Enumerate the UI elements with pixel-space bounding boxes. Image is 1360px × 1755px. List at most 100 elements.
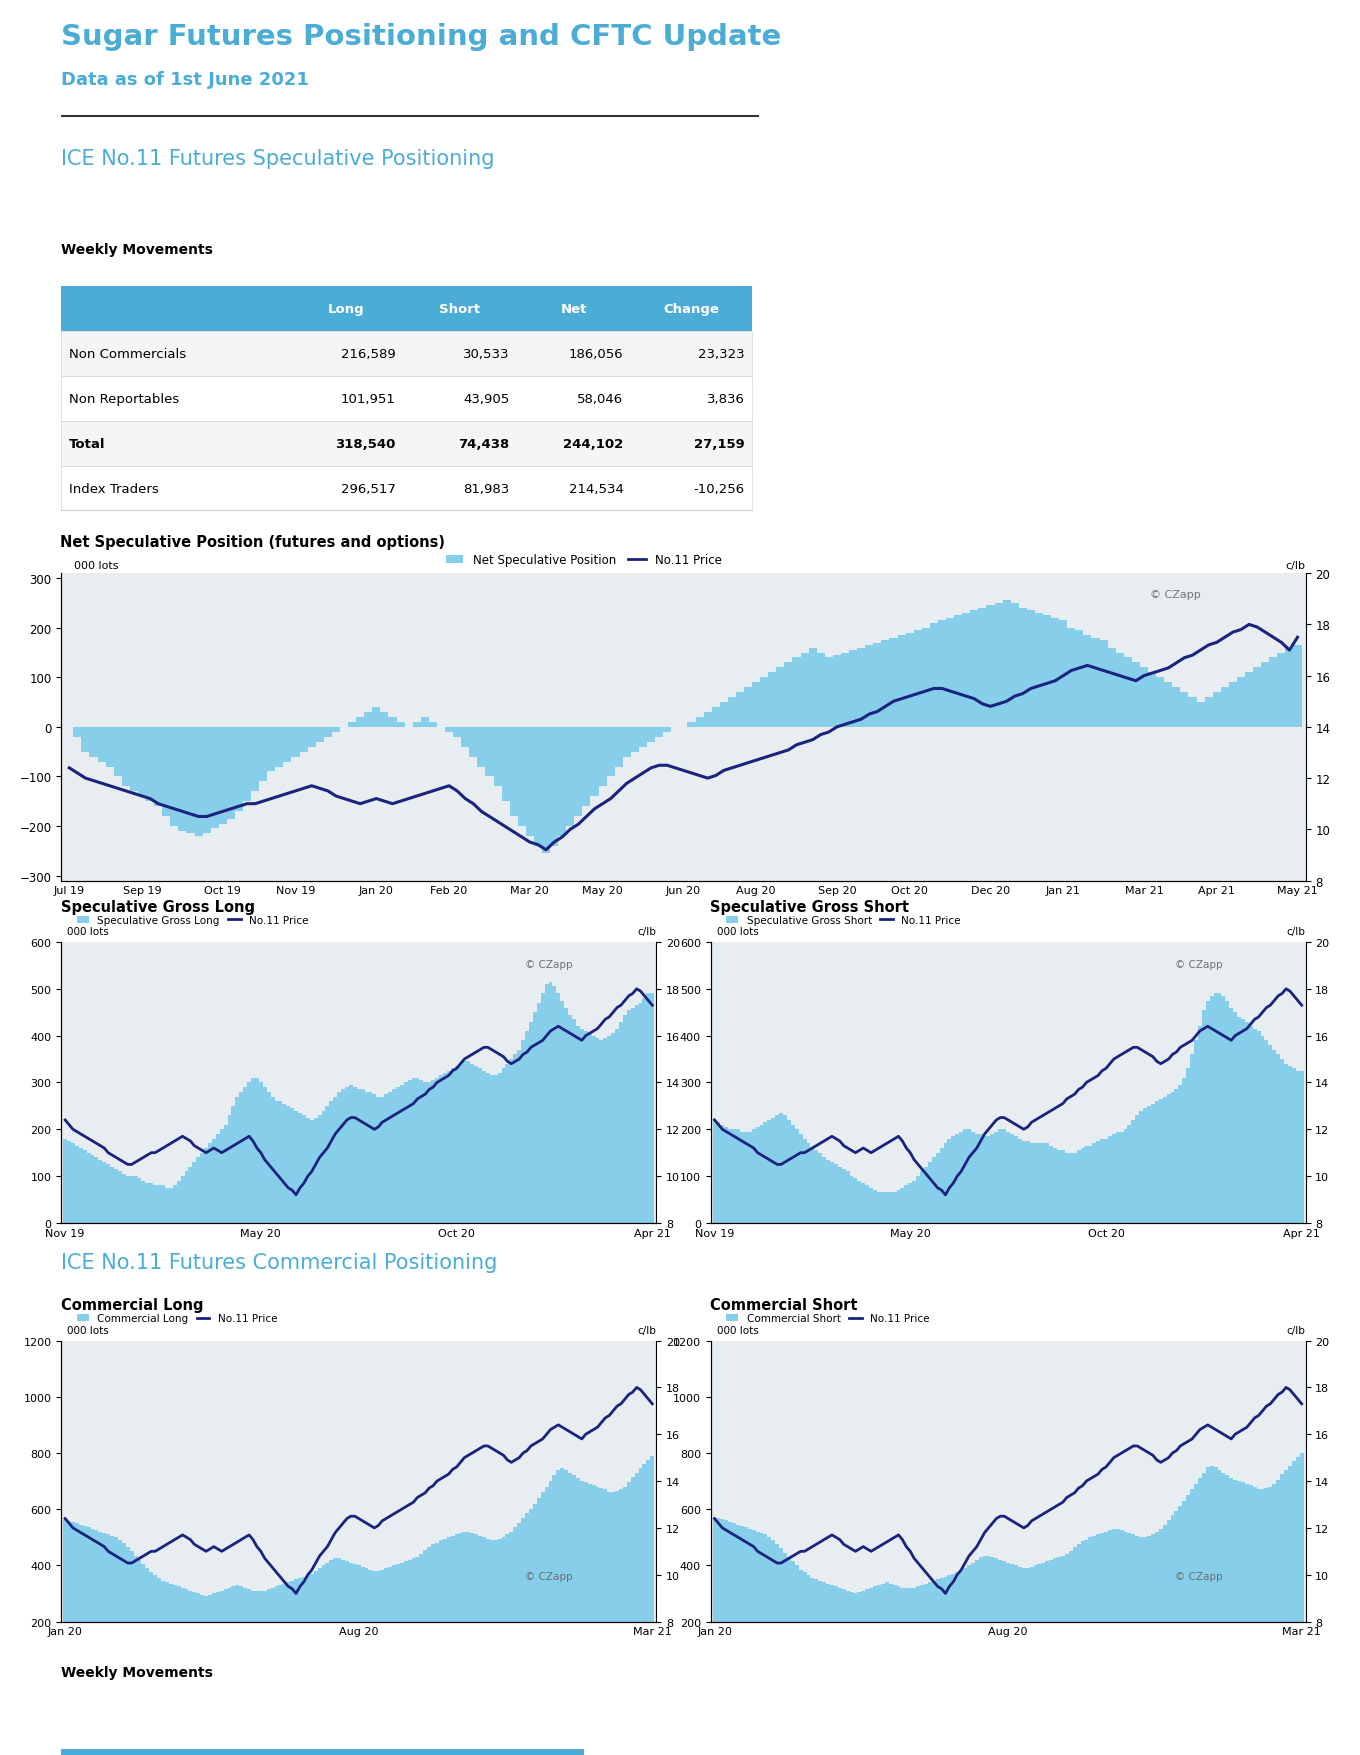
Text: Sugar Futures Positioning and CFTC Update: Sugar Futures Positioning and CFTC Updat… [61, 23, 782, 51]
Bar [740, 1132, 744, 1223]
Bar [994, 604, 1002, 728]
Bar [254, 1590, 258, 1678]
Bar [639, 728, 647, 748]
Bar [329, 1102, 333, 1223]
Bar [1242, 1483, 1244, 1678]
Bar [817, 653, 824, 728]
Bar [373, 1571, 377, 1678]
Bar [415, 1557, 419, 1678]
Text: ICE No.11 Futures Commercial Positioning: ICE No.11 Futures Commercial Positioning [61, 1253, 498, 1272]
Bar [728, 698, 736, 728]
Bar [1104, 1139, 1108, 1223]
Bar [1065, 1555, 1069, 1678]
Bar [479, 1536, 481, 1678]
Text: Short: Short [439, 302, 480, 316]
Bar [392, 1565, 396, 1678]
Bar [840, 653, 849, 728]
Bar [1217, 993, 1221, 1223]
Bar [1292, 1462, 1296, 1678]
Bar [865, 1186, 869, 1223]
Bar [850, 1176, 854, 1223]
Text: © CZapp: © CZapp [1175, 960, 1223, 969]
Bar [332, 728, 340, 732]
Bar [137, 1560, 141, 1678]
Text: Weekly Movements: Weekly Movements [61, 244, 214, 258]
Bar [623, 728, 631, 756]
Bar [1030, 1144, 1034, 1223]
Bar [1112, 1134, 1115, 1223]
Bar [129, 1176, 133, 1223]
Bar [908, 1588, 913, 1678]
Bar [67, 1141, 71, 1223]
Bar [1123, 658, 1132, 728]
Bar [510, 1060, 513, 1223]
Bar [321, 1565, 325, 1678]
Text: 101,951: 101,951 [341, 393, 396, 405]
Bar [154, 728, 162, 807]
Bar [1221, 1472, 1225, 1678]
Bar [384, 1095, 388, 1223]
Bar [763, 1123, 767, 1223]
Bar [819, 1153, 823, 1223]
Bar [1238, 1018, 1242, 1223]
Bar [450, 1536, 454, 1678]
Bar [615, 728, 623, 767]
Bar [333, 1097, 337, 1223]
Bar [165, 1188, 169, 1223]
Bar [146, 1569, 150, 1678]
Bar [923, 1167, 928, 1223]
Bar [173, 1186, 177, 1223]
Bar [579, 1481, 583, 1678]
Bar [944, 1144, 948, 1223]
Bar [204, 1148, 208, 1223]
Bar [1156, 677, 1164, 728]
Bar [896, 1190, 900, 1223]
Bar [1027, 611, 1035, 728]
Bar [498, 1539, 502, 1678]
Bar [490, 1076, 494, 1223]
Bar [502, 1537, 506, 1678]
Bar [744, 1527, 748, 1678]
Bar [341, 1560, 345, 1678]
Bar [102, 1162, 106, 1223]
Bar [607, 728, 615, 777]
Bar [914, 630, 922, 728]
Bar [1017, 1567, 1021, 1678]
Text: 43,905: 43,905 [464, 393, 510, 405]
Bar [290, 1581, 294, 1678]
Bar [133, 1555, 137, 1678]
Legend: Commercial Long, No.11 Price: Commercial Long, No.11 Price [72, 1309, 282, 1329]
Bar [1065, 1153, 1069, 1223]
Bar [262, 1590, 267, 1678]
Bar [87, 1153, 91, 1223]
Bar [646, 993, 650, 1223]
Bar [1155, 1532, 1159, 1678]
Bar [1288, 1067, 1292, 1223]
Bar [975, 1560, 979, 1678]
Text: 186,056: 186,056 [568, 347, 623, 360]
Bar [623, 1486, 627, 1678]
Bar [552, 986, 556, 1223]
Bar [428, 723, 437, 728]
Bar [608, 1492, 611, 1678]
Bar [1084, 635, 1092, 728]
Bar [61, 467, 752, 511]
Bar [98, 1532, 102, 1678]
Bar [596, 1039, 600, 1223]
Bar [711, 707, 719, 728]
Bar [798, 1134, 802, 1223]
Bar [534, 728, 543, 846]
Bar [75, 1146, 79, 1223]
Bar [744, 1132, 748, 1223]
Bar [1175, 1511, 1178, 1678]
Bar [283, 1583, 287, 1678]
Bar [1257, 1490, 1261, 1678]
Bar [967, 1130, 971, 1223]
Bar [186, 728, 194, 834]
Bar [588, 1034, 592, 1223]
Bar [1104, 1532, 1108, 1678]
Bar [227, 728, 235, 820]
Bar [1051, 618, 1059, 728]
Bar [268, 728, 275, 772]
Bar [959, 1571, 963, 1678]
